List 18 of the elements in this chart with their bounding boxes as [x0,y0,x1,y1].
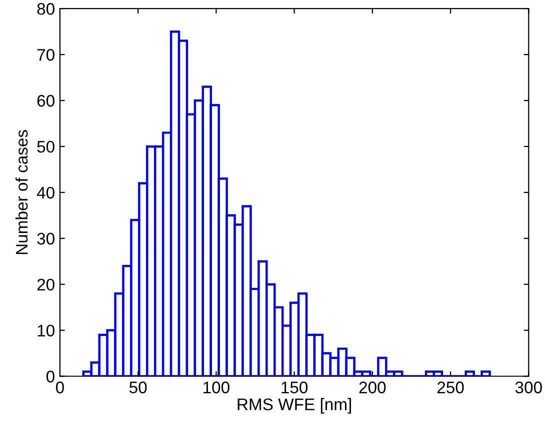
y-tick-label: 30 [37,232,54,245]
x-tick-label: 150 [282,382,308,394]
y-tick-label: 60 [37,94,54,107]
y-tick-label: 10 [38,324,54,336]
y-tick-label: 20 [37,278,54,291]
x-tick-label: 100 [204,382,230,394]
x-tick-label: 200 [359,382,386,394]
y-tick-label: 70 [37,48,54,61]
y-tick-label: 50 [37,140,54,153]
x-tick-label: 0 [56,382,64,394]
x-axis-title: RMS WFE [nm] [238,398,351,414]
x-tick-label: 300 [515,382,542,394]
y-tick-label: 0 [46,370,54,382]
x-tick-label: 50 [129,382,147,394]
y-axis-title: Number of cases [15,130,28,254]
y-tick-label: 40 [36,186,54,199]
x-tick-label: 250 [437,382,464,394]
y-tick-label: 80 [37,3,54,15]
